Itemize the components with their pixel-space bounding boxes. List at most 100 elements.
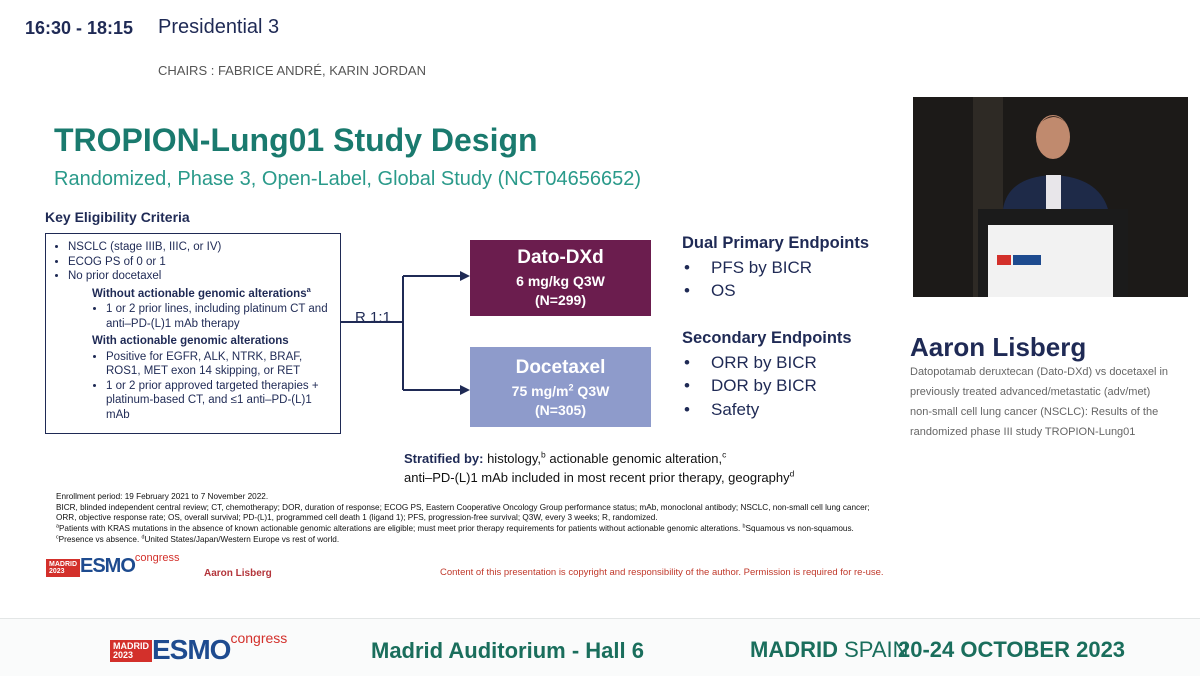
- criterion: No prior docetaxel: [68, 269, 332, 284]
- arm-n: (N=305): [535, 402, 586, 418]
- sup: 2: [568, 382, 574, 393]
- decoration: •: [684, 399, 690, 419]
- chairs: CHAIRS : FABRICE ANDRÉ, KARIN JORDAN: [158, 63, 426, 78]
- slide-subtitle: Randomized, Phase 3, Open-Label, Global …: [54, 168, 642, 190]
- arrow-head: [460, 271, 470, 281]
- logo-brand: ESMO: [152, 634, 231, 665]
- speaker-video: [913, 97, 1188, 297]
- note: BICR, blinded independent central review…: [56, 502, 870, 512]
- endpoint: • ORR by BICR: [682, 351, 852, 375]
- arm-box: Docetaxel 75 mg/m2 Q3W (N=305): [470, 347, 651, 427]
- arrow-head: [460, 385, 470, 395]
- endpoint-heading: Dual Primary Endpoints: [682, 234, 870, 252]
- location: MADRID SPAIN: [750, 637, 909, 663]
- logo-year: MADRID 2023: [46, 559, 80, 577]
- strat-text: histology,: [483, 451, 542, 466]
- strat-label: Stratified by:: [404, 451, 484, 466]
- speaker-name: Aaron Lisberg: [910, 332, 1087, 362]
- randomization: R 1:1: [355, 309, 391, 326]
- dose-text: Q3W: [573, 383, 610, 399]
- group-list: 1 or 2 prior lines, including platinum C…: [54, 302, 332, 331]
- group-heading: Without actionable genomic alterationsa: [92, 284, 332, 302]
- strat-text: anti–PD-(L)1 mAb included in most recent…: [404, 470, 790, 485]
- note: ORR, objective response rate; OS, overal…: [56, 513, 658, 523]
- dates: 20-24 OCTOBER 2023: [898, 637, 1126, 662]
- note-text: Patients with KRAS mutations in the abse…: [58, 524, 743, 534]
- decoration: •: [684, 352, 690, 372]
- criterion: 1 or 2 prior lines, including platinum C…: [106, 302, 332, 331]
- endpoint-text: ORR by BICR: [711, 352, 817, 372]
- arm-n: (N=299): [535, 292, 586, 308]
- country: SPAIN: [838, 637, 909, 662]
- note: aPatients with KRAS mutations in the abs…: [56, 524, 870, 535]
- footnotes: Enrollment period: 19 February 2021 to 7…: [56, 492, 870, 546]
- criterion: Positive for EGFR, ALK, NTRK, BRAF, ROS1…: [106, 350, 332, 379]
- sup: a: [306, 284, 311, 294]
- eligibility-box: NSCLC (stage IIIB, IIIC, or IV) ECOG PS …: [45, 233, 341, 434]
- arm-name: Dato-DXd: [517, 247, 604, 268]
- podium-logo: [1013, 255, 1041, 265]
- speaker-head: [1036, 115, 1070, 159]
- decoration: •: [684, 281, 690, 300]
- copyright: Content of this presentation is copyrigh…: [440, 567, 884, 578]
- logo-yr: 2023: [113, 650, 134, 660]
- eligibility-heading: Key Eligibility Criteria: [45, 209, 190, 225]
- criterion: ECOG PS of 0 or 1: [68, 255, 332, 270]
- endpoint-text: PFS by BICR: [711, 257, 813, 277]
- arrow-lines: [341, 275, 462, 391]
- sup: d: [789, 468, 795, 479]
- slide-title: TROPION-Lung01 Study Design: [54, 122, 538, 158]
- sup: d: [141, 534, 145, 541]
- logo-tag: congress: [230, 630, 288, 646]
- sup: c: [56, 534, 59, 541]
- eligibility-list: NSCLC (stage IIIB, IIIC, or IV) ECOG PS …: [54, 240, 332, 284]
- sup: c: [722, 449, 727, 460]
- arm-dose: 75 mg/m2 Q3W: [470, 383, 651, 399]
- endpoint-text: OS: [711, 281, 736, 300]
- criterion: NSCLC (stage IIIB, IIIC, or IV): [68, 240, 332, 255]
- endpoint: • DOR by BICR: [682, 374, 852, 398]
- hair: [1036, 116, 1071, 129]
- session-time: 16:30 - 18:15: [25, 18, 134, 38]
- primary-endpoints: Dual Primary Endpoints • PFS by BICR • OS: [682, 232, 869, 303]
- presenter: Aaron Lisberg: [204, 568, 272, 579]
- secondary-endpoints: Secondary Endpoints • ORR by BICR • DOR by…: [682, 327, 852, 421]
- arm-dose: 6 mg/kg Q3W: [516, 273, 605, 289]
- logo-year: MADRID 2023: [110, 640, 152, 662]
- logo-tag: congress: [134, 552, 180, 564]
- dose-text: 75 mg/m: [511, 383, 569, 399]
- endpoint-text: DOR by BICR: [711, 376, 817, 395]
- group-list: Positive for EGFR, ALK, NTRK, BRAF, ROS1…: [54, 350, 332, 423]
- footer-bar: [0, 618, 1200, 676]
- logo-city: MADRID: [49, 561, 77, 568]
- group-heading: With actionable genomic alterations: [92, 335, 289, 347]
- group-heading-text: Without actionable genomic alterations: [92, 287, 307, 300]
- city: MADRID: [750, 637, 838, 662]
- note: cPresence vs absence. dUnited States/Jap…: [56, 534, 870, 546]
- slide-logo: MADRID 2023 ESMO congress: [46, 552, 180, 578]
- note-text: Presence vs absence.: [58, 534, 142, 544]
- talk-title: Datopotamab deruxtecan (Dato-DXd) vs doc…: [910, 366, 1169, 438]
- criterion: 1 or 2 prior approved targeted therapies…: [106, 379, 332, 423]
- sup: b: [541, 449, 546, 460]
- shirt: [1046, 175, 1061, 209]
- note: Enrollment period: 19 February 2021 to 7…: [56, 492, 269, 501]
- arm-box: Dato-DXd 6 mg/kg Q3W (N=299): [470, 240, 651, 316]
- session-name: Presidential 3: [158, 16, 280, 38]
- logo-brand: ESMO: [80, 555, 136, 577]
- decoration: •: [684, 376, 690, 395]
- endpoint: • PFS by BICR: [682, 256, 869, 280]
- endpoint-text: Safety: [711, 399, 760, 419]
- footer-logo: MADRID 2023 ESMO congress: [110, 630, 287, 666]
- endpoint-heading: Secondary Endpoints: [682, 329, 852, 347]
- randomization-arrows: [341, 271, 470, 395]
- logo-yr: 2023: [49, 568, 65, 575]
- room: Madrid Auditorium - Hall 6: [371, 638, 644, 663]
- logo-city: MADRID: [113, 641, 149, 651]
- sup: b: [742, 523, 746, 530]
- endpoint: • Safety: [682, 398, 852, 422]
- endpoint: • OS: [682, 279, 869, 303]
- sup: a: [56, 523, 59, 530]
